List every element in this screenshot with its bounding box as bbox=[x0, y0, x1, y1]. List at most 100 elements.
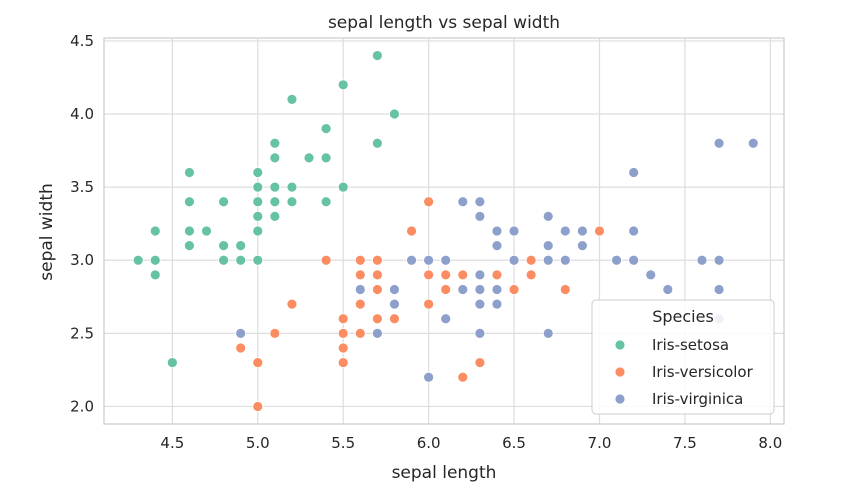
data-point bbox=[713, 137, 725, 149]
data-point bbox=[320, 254, 332, 266]
data-point bbox=[184, 225, 195, 237]
data-point bbox=[354, 284, 366, 295]
plot-area bbox=[103, 37, 785, 425]
data-point bbox=[269, 210, 281, 222]
data-point bbox=[594, 225, 605, 237]
x-tick-label: 4.5 bbox=[160, 434, 184, 452]
data-point bbox=[611, 254, 622, 266]
data-point bbox=[252, 181, 264, 193]
data-point bbox=[474, 284, 486, 295]
data-point bbox=[542, 254, 554, 266]
series-iris-versicolor bbox=[235, 196, 605, 412]
data-point bbox=[491, 240, 503, 252]
x-tick-label: 6.5 bbox=[502, 434, 526, 452]
data-point bbox=[218, 240, 229, 252]
data-point bbox=[354, 298, 366, 310]
data-point bbox=[474, 210, 486, 222]
data-point bbox=[235, 342, 247, 354]
data-point bbox=[252, 167, 264, 178]
y-axis-ticks: 2.0 2.5 3.0 3.5 4.0 4.5 bbox=[70, 32, 94, 416]
data-point bbox=[184, 240, 195, 252]
x-tick-label: 7.0 bbox=[588, 434, 612, 452]
data-point bbox=[132, 254, 144, 266]
data-point bbox=[269, 152, 281, 164]
y-tick-label: 2.5 bbox=[70, 324, 94, 342]
data-point bbox=[457, 284, 469, 295]
chart-title: sepal length vs sepal width bbox=[328, 13, 560, 33]
data-point bbox=[491, 298, 503, 310]
data-point bbox=[286, 196, 298, 208]
data-point bbox=[354, 254, 366, 266]
data-point bbox=[252, 196, 264, 208]
data-point bbox=[389, 108, 400, 120]
data-point bbox=[559, 225, 571, 237]
data-point bbox=[713, 254, 725, 266]
data-point bbox=[559, 284, 571, 295]
y-tick-label: 4.5 bbox=[70, 32, 94, 50]
x-axis-label: sepal length bbox=[392, 463, 497, 483]
legend-label: Iris-setosa bbox=[652, 336, 729, 354]
legend-marker bbox=[614, 339, 626, 351]
data-point bbox=[269, 181, 281, 193]
data-point bbox=[491, 225, 503, 237]
data-point bbox=[286, 298, 298, 310]
data-point bbox=[457, 196, 469, 208]
data-point bbox=[628, 167, 640, 178]
data-point bbox=[508, 225, 520, 237]
data-point bbox=[235, 254, 247, 266]
data-point bbox=[423, 269, 435, 281]
data-point bbox=[491, 284, 503, 295]
data-point bbox=[252, 210, 264, 222]
data-point bbox=[320, 152, 332, 164]
data-point bbox=[269, 196, 281, 208]
data-point bbox=[269, 137, 281, 149]
legend-label: Iris-virginica bbox=[652, 390, 743, 408]
data-point bbox=[474, 269, 486, 281]
data-point bbox=[696, 254, 708, 266]
data-point bbox=[457, 269, 469, 281]
data-point bbox=[371, 50, 383, 61]
x-tick-label: 5.5 bbox=[331, 434, 355, 452]
data-point bbox=[252, 225, 264, 237]
data-point bbox=[406, 225, 417, 237]
data-point bbox=[184, 167, 195, 178]
data-point bbox=[542, 210, 554, 222]
data-point bbox=[235, 240, 247, 252]
data-point bbox=[218, 196, 229, 208]
data-point bbox=[286, 94, 298, 105]
x-tick-label: 5.0 bbox=[246, 434, 270, 452]
data-point bbox=[440, 269, 452, 281]
data-point bbox=[423, 196, 435, 208]
data-point bbox=[149, 269, 161, 281]
x-tick-label: 7.5 bbox=[673, 434, 697, 452]
data-point bbox=[303, 152, 315, 164]
series-iris-virginica bbox=[235, 137, 759, 383]
data-point bbox=[440, 284, 452, 295]
data-point bbox=[628, 225, 640, 237]
data-point bbox=[576, 225, 588, 237]
data-point bbox=[525, 254, 537, 266]
data-point bbox=[252, 254, 264, 266]
data-point bbox=[371, 137, 383, 149]
data-point bbox=[389, 298, 400, 310]
data-point bbox=[628, 254, 640, 266]
y-tick-label: 4.0 bbox=[70, 105, 94, 123]
data-point bbox=[406, 254, 417, 266]
data-point bbox=[747, 137, 759, 149]
data-point bbox=[389, 284, 400, 295]
data-point bbox=[235, 327, 247, 339]
legend-title: Species bbox=[652, 307, 714, 326]
data-point bbox=[440, 254, 452, 266]
data-point bbox=[713, 284, 725, 295]
data-point bbox=[337, 342, 349, 354]
data-point bbox=[371, 284, 383, 295]
data-point bbox=[269, 327, 281, 339]
data-point bbox=[337, 313, 349, 325]
data-point bbox=[508, 254, 520, 266]
data-point bbox=[320, 123, 332, 135]
y-tick-label: 3.5 bbox=[70, 178, 94, 196]
data-point bbox=[559, 254, 571, 266]
data-point bbox=[320, 196, 332, 208]
